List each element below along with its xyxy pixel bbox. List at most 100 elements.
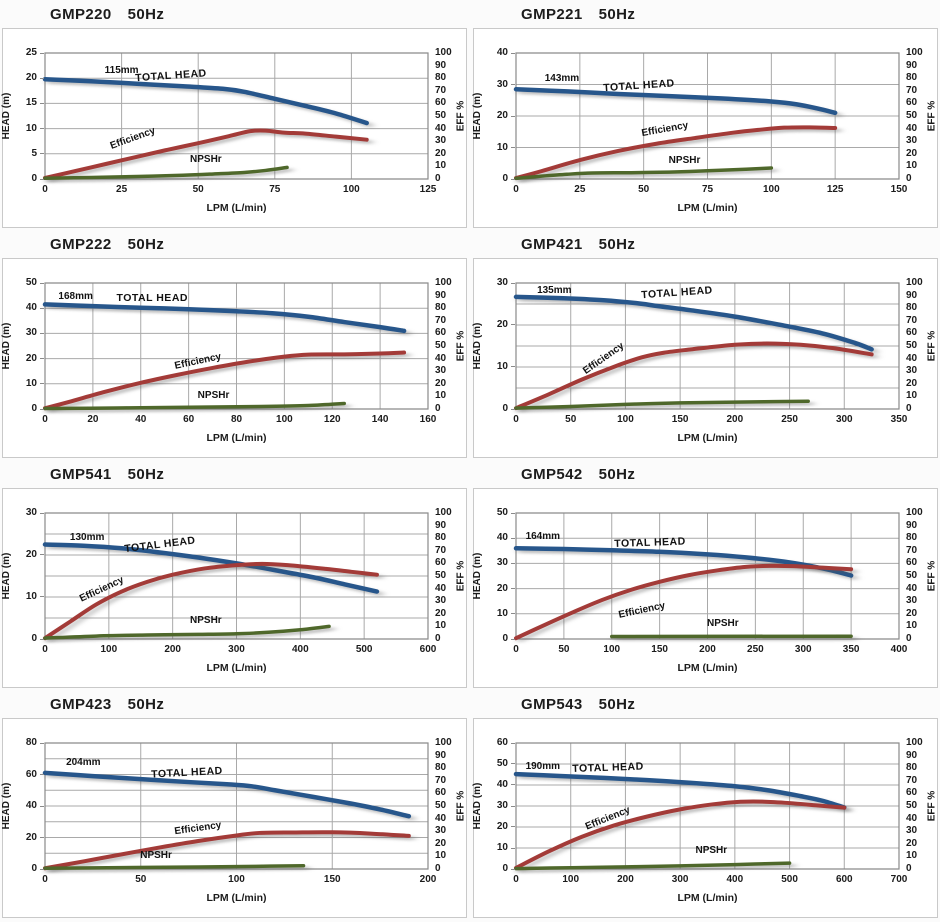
y-tick-left: 10 [496,842,508,853]
y-tick-right: 0 [435,633,441,644]
y-tick-mark [40,868,44,870]
y-tick-right: 80 [435,762,447,774]
chart-title-frequency: 50Hz [598,6,636,23]
x-tick: 0 [42,644,48,655]
y-tick-right: 90 [435,59,447,71]
y-tick-right: 80 [435,72,447,84]
chart-svg [516,743,899,869]
y-tick-mark [40,332,44,334]
efficiency-curve [45,564,377,638]
chart-title: GMP542 50Hz [473,463,938,488]
plot-area: HEAD (m) EFF % LPM (L/min) 0 10 20 30 0 10 20 3… [1,508,467,674]
y-axis-title-left: HEAD (m) [1,552,12,600]
y-tick-mark [511,613,515,615]
y-tick-right: 20 [435,377,447,389]
y-axis-title-left: HEAD (m) [1,782,12,830]
x-tick: 200 [617,874,634,885]
y-tick-mark [40,554,44,556]
y-tick-mark [40,52,44,54]
x-tick: 100 [617,414,634,425]
y-tick-right: 50 [906,570,918,581]
y-tick-mark [511,282,515,284]
x-tick: 250 [781,414,798,425]
efficiency-curve [516,127,835,178]
y-axis-title-right: EFF % [927,100,938,132]
plot-frame [45,743,428,869]
y-tick-left: 40 [25,302,37,314]
chart-title: GMP220 50Hz [2,3,467,28]
y-tick-right: 20 [906,837,918,849]
y-tick-mark [511,562,515,564]
x-tick: 0 [42,414,48,425]
x-tick: 0 [42,874,48,885]
y-tick-left: 0 [31,633,37,644]
x-tick: 50 [558,644,570,655]
y-tick-right: 70 [906,314,918,326]
y-tick-right: 60 [435,97,447,109]
y-tick-mark [40,178,44,180]
y-tick-right: 50 [435,800,447,811]
y-tick-mark [40,408,44,410]
x-tick: 150 [671,414,689,425]
total-head-label: TOTAL HEAD [116,291,188,304]
y-tick-right: 50 [906,800,918,811]
impeller-label: 168mm [58,290,93,302]
plot-area: HEAD (m) EFF % LPM (L/min) 0 10 20 30 40 50 0 1… [472,508,938,674]
x-tick: 600 [835,874,853,885]
x-tick: 400 [726,874,744,885]
y-tick-right: 80 [906,532,918,544]
x-tick: 50 [192,184,204,195]
y-tick-right: 80 [435,302,447,314]
y-tick-right: 100 [906,47,923,58]
npshr-label: NPSHr [190,154,222,166]
y-tick-right: 50 [435,110,447,121]
y-axis-title-left: HEAD (m) [472,552,483,600]
x-tick: 100 [562,874,580,885]
x-axis-title: LPM (L/min) [677,662,738,674]
y-tick-right: 20 [435,147,447,159]
x-tick: 600 [419,644,437,655]
y-tick-right: 70 [906,84,918,96]
chart-panel: HEAD (m) EFF % LPM (L/min) 0 10 20 30 40 50 0 1… [472,488,938,688]
y-tick-mark [40,307,44,309]
y-tick-left: 50 [25,277,37,288]
y-tick-right: 40 [906,352,918,364]
y-tick-left: 15 [25,97,37,109]
y-tick-right: 70 [906,774,918,786]
x-tick: 25 [574,184,586,195]
y-tick-right: 10 [435,850,447,862]
x-tick: 150 [890,184,908,195]
y-tick-mark [511,147,515,148]
y-tick-mark [511,52,515,54]
y-tick-mark [511,763,515,765]
chart-title-frequency: 50Hz [598,236,636,253]
y-tick-left: 30 [496,557,508,569]
y-tick-mark [40,742,44,744]
x-tick: 0 [513,644,519,655]
y-tick-right: 30 [906,135,918,147]
y-tick-right: 70 [435,774,447,786]
chart-title-frequency: 50Hz [127,6,165,23]
chart-panel: HEAD (m) EFF % LPM (L/min) 0 10 20 30 40 50 0 1… [1,258,467,458]
chart-panel: HEAD (m) EFF % LPM (L/min) 0 10 20 30 0 10 20 3… [1,488,467,688]
total-head-curve [516,89,835,113]
x-tick: 200 [726,414,744,425]
total-head-curve [45,545,377,592]
x-tick: 50 [565,414,577,425]
y-tick-mark [40,128,44,130]
chart-panel: HEAD (m) EFF % LPM (L/min) 0 10 20 30 0 10 20 3… [472,258,938,458]
impeller-label: 135mm [537,284,572,296]
y-tick-mark [511,84,515,85]
x-tick: 400 [890,644,908,655]
y-tick-right: 10 [435,390,447,402]
npshr-curve [516,168,771,178]
y-tick-right: 80 [906,302,918,314]
chart-title: GMP222 50Hz [2,233,467,258]
y-tick-right: 10 [435,160,447,172]
y-tick-left: 40 [496,47,508,58]
chart-svg [45,513,428,639]
y-tick-right: 90 [906,749,918,761]
y-tick-mark [511,512,515,514]
plot-area: HEAD (m) EFF % LPM (L/min) 0 10 20 30 40 50 0 1… [1,278,467,444]
x-axis-title: LPM (L/min) [677,202,738,214]
